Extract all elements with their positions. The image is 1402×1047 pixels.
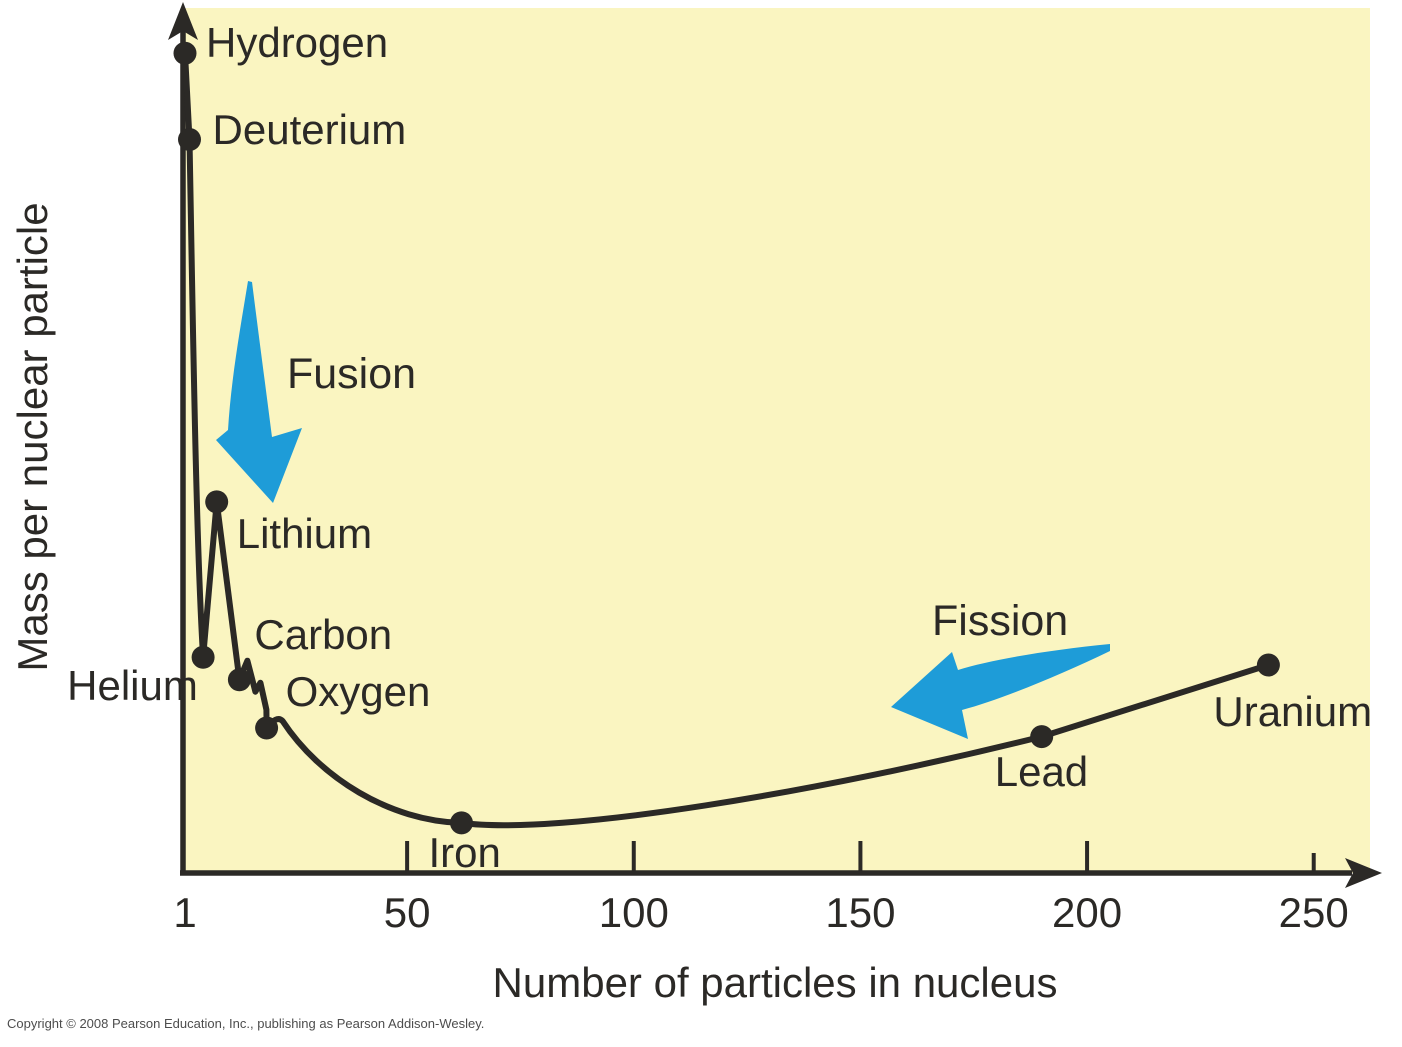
x-tick-label-100: 100 (598, 889, 669, 936)
data-point-helium (191, 645, 215, 669)
x-axis-arrow-icon (1345, 858, 1382, 888)
fission-arrow-icon (891, 644, 1110, 739)
data-point-iron (450, 811, 473, 835)
y-axis-arrow-icon (168, 2, 198, 40)
plot-background (183, 8, 1370, 873)
point-label-helium: Helium (67, 662, 198, 710)
point-label-carbon: Carbon (254, 610, 393, 658)
x-axis-label: Number of particles in nucleus (492, 959, 1058, 1006)
data-point-lithium (205, 490, 229, 514)
point-label-oxygen: Oxygen (285, 668, 431, 716)
fusion-annotation-label: Fusion (287, 350, 417, 398)
point-label-hydrogen: Hydrogen (206, 19, 389, 67)
x-tick-label-250: 250 (1278, 889, 1349, 936)
data-point-hydrogen (173, 41, 197, 65)
point-label-lithium: Lithium (236, 509, 373, 557)
point-label-deuterium: Deuterium (212, 106, 407, 154)
mass-curve (182, 50, 1272, 829)
x-tick-label-50: 50 (383, 889, 431, 936)
data-point-lead (1030, 725, 1054, 749)
x-axis-ticks (405, 841, 1316, 871)
x-tick-label-200: 200 (1052, 889, 1123, 936)
point-label-lead: Lead (994, 747, 1089, 795)
copyright-text: Copyright © 2008 Pearson Education, Inc.… (7, 1016, 485, 1031)
fusion-arrow-icon (216, 281, 302, 503)
point-label-uranium: Uranium (1213, 688, 1373, 736)
point-label-iron: Iron (428, 828, 501, 876)
data-point-deuterium (178, 128, 201, 151)
data-point-carbon (227, 668, 251, 692)
data-point-oxygen (255, 716, 279, 740)
fission-annotation-label: Fission (932, 597, 1069, 645)
x-tick-label-150: 150 (825, 889, 896, 936)
x-tick-label-1: 1 (173, 889, 197, 936)
data-points (173, 41, 1280, 835)
y-axis-label: Mass per nuclear particle (9, 202, 56, 672)
data-point-uranium (1256, 653, 1280, 677)
